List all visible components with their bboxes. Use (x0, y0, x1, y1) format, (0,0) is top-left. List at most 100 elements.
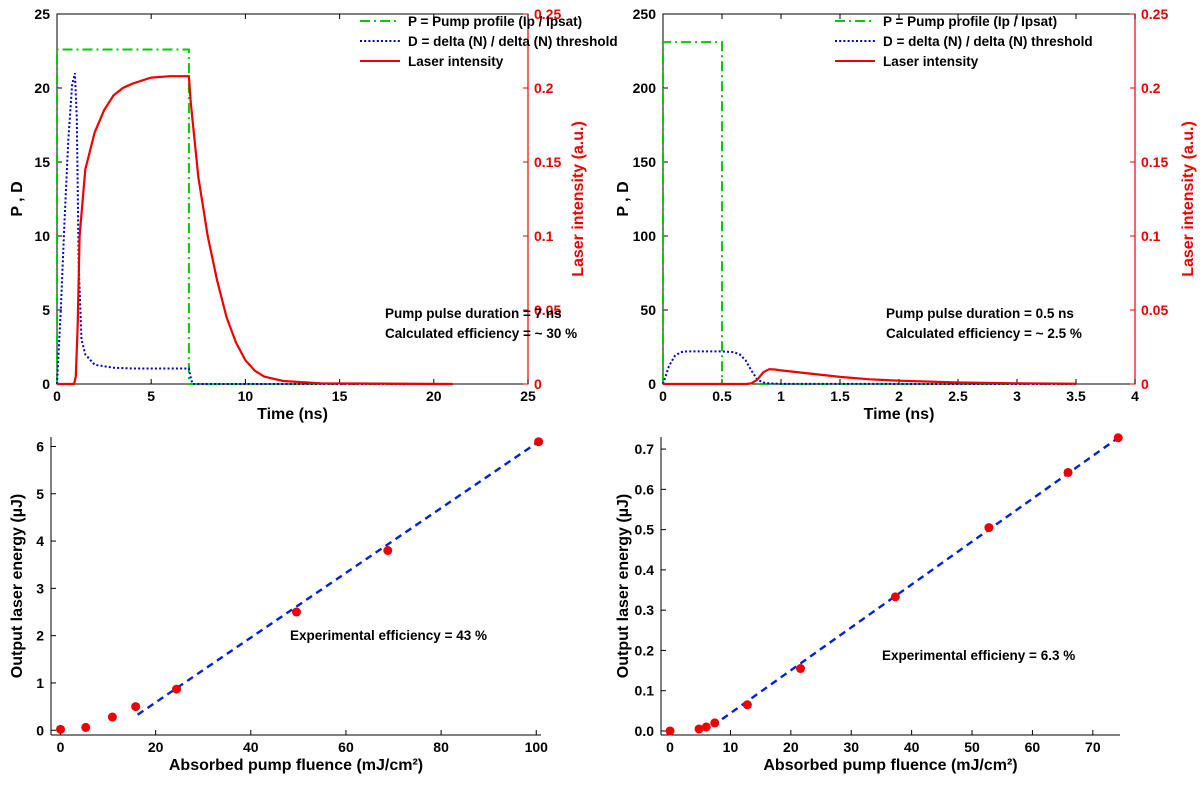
y2-tick-label: 0.15 (534, 154, 561, 170)
y2-tick-label: 0 (1141, 376, 1149, 392)
x-axis-label: Time (ns) (864, 406, 935, 423)
data-point (984, 523, 994, 533)
y2-tick-label: 0.2 (1141, 80, 1161, 96)
y-tick-label: 0 (648, 376, 656, 392)
data-point (534, 437, 544, 447)
series-line-3 (57, 75, 453, 386)
x-tick-label: 0 (666, 739, 674, 755)
y2-tick-label: 0.2 (534, 80, 554, 96)
x-axis-label: Absorbed pump fluence (mJ/cm²) (169, 757, 423, 774)
y-tick-label: 0.5 (635, 522, 655, 538)
data-point (1063, 467, 1073, 477)
data-point (710, 718, 720, 728)
chart-panel-4 (660, 433, 1123, 736)
data-point (742, 700, 752, 710)
data-point (1113, 433, 1123, 443)
y-axis-label: P , D (9, 181, 26, 216)
x-tick-label: 1.5 (830, 388, 850, 404)
y2-tick-label: 0.1 (1141, 228, 1161, 244)
y-tick-label: 0.4 (635, 562, 655, 578)
y-tick-label: 0 (42, 376, 50, 392)
y-tick-label: 0.7 (635, 441, 655, 457)
data-point (107, 712, 117, 722)
y2-tick-label: 0 (534, 376, 542, 392)
data-point (701, 722, 711, 732)
x-axis-label: Absorbed pump fluence (mJ/cm²) (763, 757, 1017, 774)
chart-panel-2 (662, 13, 1136, 386)
data-point (796, 664, 806, 674)
data-point (890, 592, 900, 602)
y-axis-label: Output laser energy (µJ) (615, 494, 632, 678)
series-line-1 (56, 48, 453, 385)
y-axis-label: P , D (615, 181, 632, 216)
annotation-2: Calculated efficiency = ~ 30 % (385, 326, 577, 341)
x-tick-label: 10 (723, 739, 739, 755)
y-tick-label: 4 (36, 533, 44, 549)
y-axis-label: Output laser energy (µJ) (9, 494, 26, 678)
x-tick-label: 5 (147, 388, 155, 404)
y2-tick-label: 0.25 (1141, 6, 1168, 22)
data-point (56, 724, 66, 734)
y-tick-label: 100 (633, 228, 657, 244)
y-tick-label: 0.3 (635, 602, 655, 618)
x-tick-label: 0.5 (712, 388, 732, 404)
y2-tick-label: 0.05 (1141, 302, 1168, 318)
annotation-1: Experimental efficieny = 6.3 % (882, 648, 1075, 663)
x-tick-label: 2.5 (948, 388, 968, 404)
y-tick-label: 10 (34, 228, 50, 244)
x-tick-label: 60 (1025, 739, 1041, 755)
x-tick-label: 10 (238, 388, 254, 404)
annotation-1: Experimental efficiency = 43 % (290, 628, 487, 643)
data-point (172, 684, 182, 694)
data-point (665, 726, 675, 736)
y-tick-label: 3 (36, 580, 44, 596)
y-tick-label: 25 (34, 6, 50, 22)
x-tick-label: 0 (57, 739, 65, 755)
x-tick-label: 25 (520, 388, 536, 404)
y-tick-label: 2 (36, 628, 44, 644)
x-tick-label: 100 (525, 739, 549, 755)
x-tick-label: 20 (148, 739, 164, 755)
legend-entry-3: Laser intensity (883, 54, 979, 69)
y2-tick-label: 0.15 (1141, 154, 1168, 170)
x-tick-label: 0 (659, 388, 667, 404)
y2-tick-label: 0.1 (534, 228, 554, 244)
x-tick-label: 80 (433, 739, 449, 755)
x-tick-label: 20 (783, 739, 799, 755)
x-tick-label: 40 (243, 739, 259, 755)
y-tick-label: 0.6 (635, 481, 655, 497)
y2-axis-label: Laser intensity (a.u.) (570, 121, 587, 277)
x-tick-label: 50 (964, 739, 980, 755)
y-tick-label: 15 (34, 154, 50, 170)
data-point (383, 546, 393, 556)
linear-fit-line (711, 436, 1119, 728)
x-tick-label: 30 (843, 739, 859, 755)
y-tick-label: 1 (36, 675, 44, 691)
y-tick-label: 0.1 (635, 683, 655, 699)
x-axis-label: Time (ns) (257, 406, 328, 423)
legend-entry-3: Laser intensity (408, 54, 504, 69)
legend-entry-1: P = Pump profile (Ip / Ipsat) (408, 14, 582, 29)
x-tick-label: 15 (332, 388, 348, 404)
chart-panel-3 (50, 437, 544, 736)
y-tick-label: 20 (34, 80, 50, 96)
series-line-2 (662, 350, 1077, 385)
x-tick-label: 70 (1085, 739, 1101, 755)
data-point (694, 724, 704, 734)
annotation-1: Pump pulse duration = 7 ns (385, 306, 562, 321)
x-tick-label: 0 (53, 388, 61, 404)
data-point (81, 722, 91, 732)
annotation-1: Pump pulse duration = 0.5 ns (886, 306, 1074, 321)
y2-tick-label: 0.05 (534, 302, 561, 318)
y-tick-label: 200 (633, 80, 657, 96)
series-line-3 (663, 368, 1077, 386)
x-tick-label: 40 (904, 739, 920, 755)
x-tick-label: 1 (777, 388, 785, 404)
series-line-2 (56, 72, 453, 385)
legend-entry-2: D = delta (N) / delta (N) threshold (408, 34, 618, 49)
chart-panel-1 (56, 13, 529, 386)
legend-entry-1: P = Pump profile (Ip / Ipsat) (883, 14, 1057, 29)
y-tick-label: 50 (640, 302, 656, 318)
data-point (131, 702, 141, 712)
